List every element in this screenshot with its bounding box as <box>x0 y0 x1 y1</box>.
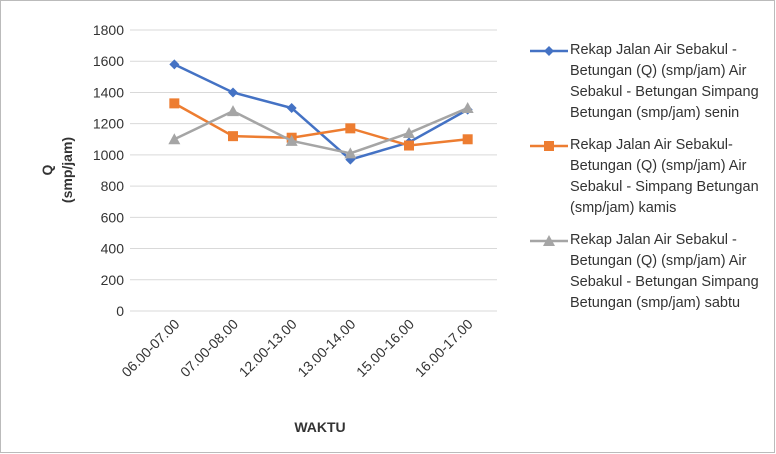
y-tick-label: 1200 <box>93 116 124 132</box>
marker <box>286 103 297 114</box>
marker <box>544 46 554 56</box>
marker <box>404 140 414 151</box>
y-tick-label: 400 <box>101 241 125 257</box>
y-tick-label: 800 <box>101 178 125 194</box>
y-tick-label: 200 <box>101 272 125 288</box>
legend-label: Rekap Jalan Air Sebakul- Betungan (Q) (s… <box>570 137 759 216</box>
marker <box>462 134 473 145</box>
legend: Rekap Jalan Air Sebakul - Betungan (Q) (… <box>528 40 773 325</box>
series-line <box>173 102 468 147</box>
marker <box>285 134 298 146</box>
y-tick-label: 0 <box>116 303 124 319</box>
marker <box>544 141 554 151</box>
series-line <box>173 106 469 155</box>
x-tick-label: 06.00-07.00 <box>118 316 182 380</box>
x-axis-label: WAKTU <box>294 419 345 435</box>
marker <box>543 235 555 246</box>
marker <box>227 105 239 117</box>
marker <box>403 127 415 139</box>
x-tick-label: 12.00-13.00 <box>236 316 300 380</box>
y-tick-label: 1800 <box>93 22 124 38</box>
legend-label: Rekap Jalan Air Sebakul - Betungan (Q) (… <box>570 232 759 311</box>
legend-key <box>530 46 568 56</box>
legend-entry: Rekap Jalan Air Sebakul - Betungan (Q) (… <box>528 40 773 124</box>
y-tick-label: 600 <box>101 209 125 225</box>
y-axis-label: Q <box>39 164 55 175</box>
y-axis-label: (smp/jam) <box>59 137 75 203</box>
marker <box>169 98 180 109</box>
x-tick-label: 07.00-08.00 <box>177 316 241 380</box>
marker <box>344 147 357 159</box>
marker <box>345 123 356 134</box>
marker <box>228 87 238 98</box>
y-tick-label: 1400 <box>93 84 124 100</box>
y-tick-label: 1600 <box>93 53 124 69</box>
legend-key <box>530 235 568 246</box>
legend-entry: Rekap Jalan Air Sebakul - Betungan (Q) (… <box>528 230 773 314</box>
legend-entry: Rekap Jalan Air Sebakul- Betungan (Q) (s… <box>528 135 773 219</box>
legend-key <box>530 141 568 151</box>
marker <box>228 131 238 142</box>
marker <box>169 59 180 70</box>
marker <box>461 102 474 114</box>
x-tick-label: 15.00-16.00 <box>353 316 417 380</box>
marker <box>168 133 181 145</box>
x-tick-label: 16.00-17.00 <box>412 316 476 380</box>
series-line <box>173 63 469 161</box>
legend-label: Rekap Jalan Air Sebakul - Betungan (Q) (… <box>570 42 759 121</box>
y-tick-label: 1000 <box>93 147 124 163</box>
x-tick-label: 13.00-14.00 <box>294 316 358 380</box>
